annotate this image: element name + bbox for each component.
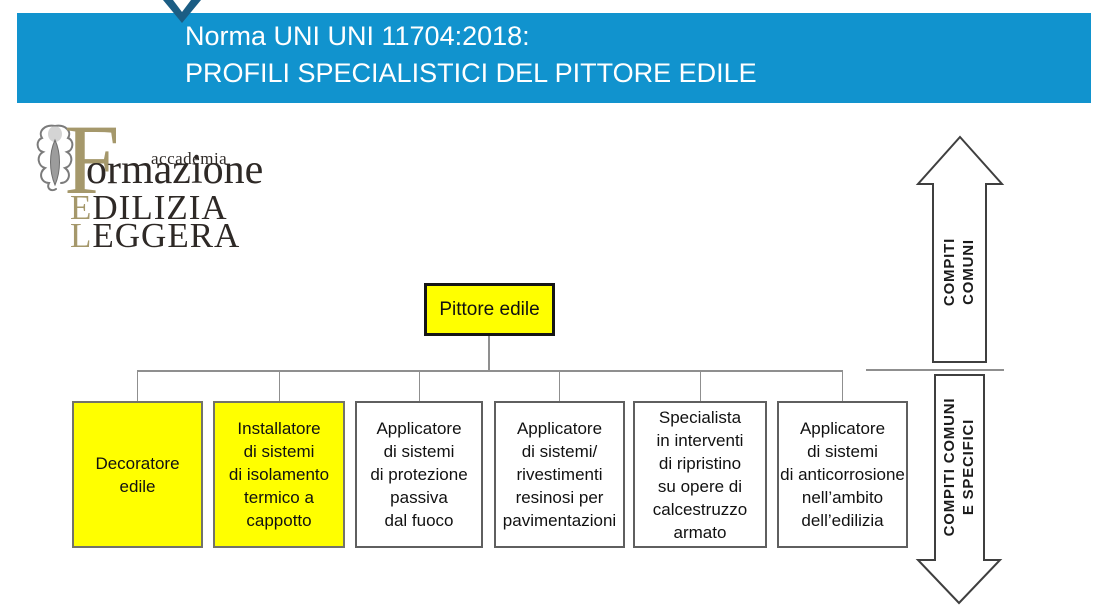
logo-formazione-initial: F bbox=[64, 104, 120, 215]
down-arrow-label: COMPITI COMUNI E SPECIFICI bbox=[941, 397, 977, 537]
connector-branch-2 bbox=[278, 370, 280, 401]
org-box-ripristino-calcestruzzo: Specialista in interventi di ripristino … bbox=[633, 401, 767, 548]
org-box-pittore-edile: Pittore edile bbox=[424, 283, 555, 336]
connector-branch-1 bbox=[136, 370, 138, 401]
connector-branch-5 bbox=[699, 370, 701, 401]
org-box-anticorrosione: Applicatore di sistemi di anticorrosione… bbox=[777, 401, 908, 548]
org-box-decoratore-edile: Decoratore edile bbox=[72, 401, 203, 548]
slide-title-line2: PROFILI SPECIALISTICI DEL PITTORE EDILE bbox=[185, 58, 757, 88]
org-box-installatore-cappotto: Installatore di sistemi di isolamento te… bbox=[213, 401, 345, 548]
logo-leggera-initial: L bbox=[70, 216, 93, 255]
logo-edilizia-rest: DILIZIA bbox=[92, 188, 228, 227]
up-arrow-label: COMPITI COMUNI bbox=[941, 237, 977, 307]
connector-branch-6 bbox=[841, 370, 843, 401]
logo-leggera-text: LEGGERA bbox=[70, 218, 240, 253]
title-banner: Norma UNI UNI 11704:2018: PROFILI SPECIA… bbox=[17, 13, 1091, 103]
logo-leggera-rest: EGGERA bbox=[92, 216, 241, 255]
divider-line-arrows bbox=[866, 369, 1004, 371]
logo-edilizia-text: EDILIZIA bbox=[70, 190, 228, 225]
org-box-resinosi-pavimentazioni: Applicatore di sistemi/ rivestimenti res… bbox=[494, 401, 625, 548]
ribbon-fold-icon bbox=[163, 0, 201, 23]
logo-edilizia-initial: E bbox=[70, 188, 93, 227]
org-box-protezione-fuoco: Applicatore di sistemi di protezione pas… bbox=[355, 401, 483, 548]
logo-ornament-icon bbox=[36, 124, 74, 192]
connector-branch-4 bbox=[558, 370, 560, 401]
connector-root-vertical bbox=[488, 336, 490, 370]
connector-branch-3 bbox=[418, 370, 420, 401]
connector-horizontal-main bbox=[137, 370, 843, 372]
slide-title-line1: Norma UNI UNI 11704:2018: bbox=[185, 21, 530, 51]
logo-formazione-rest: ormazione bbox=[86, 147, 264, 193]
logo-accademia-text: accademia bbox=[151, 149, 228, 168]
